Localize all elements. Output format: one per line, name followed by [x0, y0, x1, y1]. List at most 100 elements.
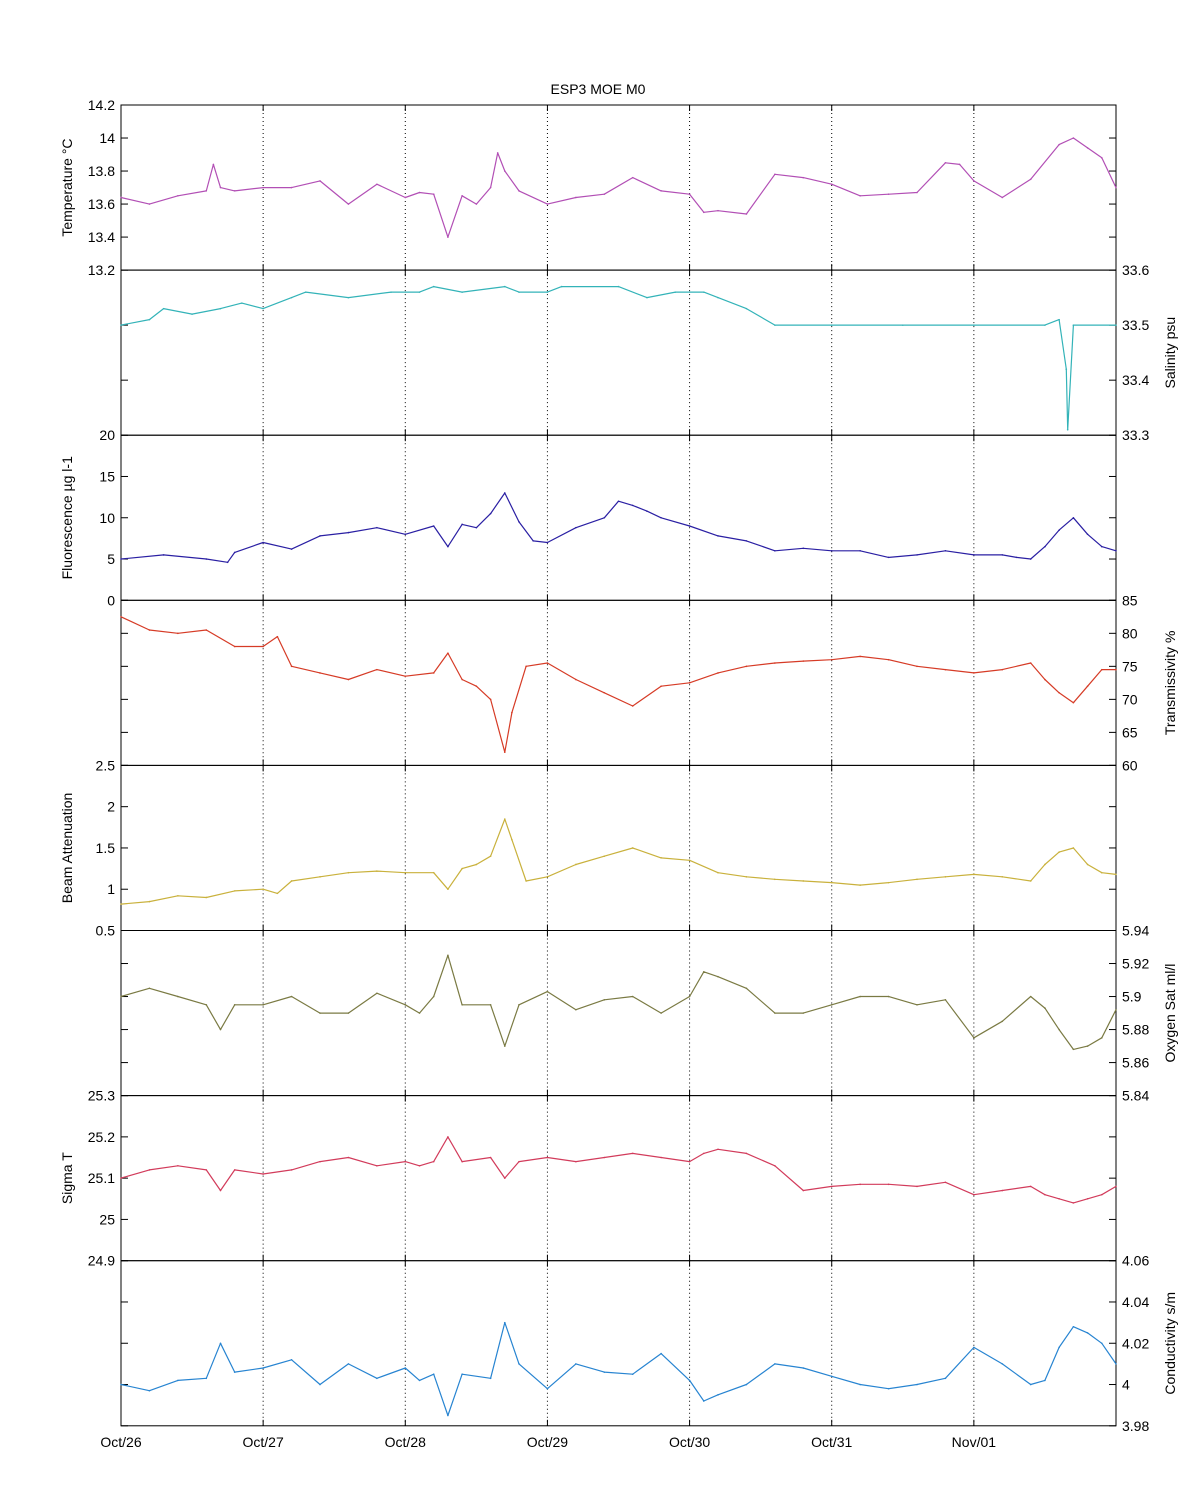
data-point — [461, 678, 463, 681]
data-point — [262, 645, 264, 648]
y-tick-label: 20 — [99, 427, 115, 443]
y-tick-label: 3.98 — [1122, 1418, 1149, 1434]
data-point — [404, 1003, 407, 1006]
data-point — [233, 1371, 236, 1373]
data-point — [418, 191, 421, 194]
data-point — [120, 1383, 122, 1386]
data-point — [702, 1152, 705, 1155]
data-point — [1072, 1048, 1075, 1051]
data-point — [774, 878, 776, 881]
y-tick-label: 4.06 — [1122, 1253, 1149, 1269]
data-point — [973, 672, 975, 674]
data-point — [774, 324, 776, 326]
data-point — [447, 888, 449, 891]
panel-1: 33.3 33.4 33.5 33.6 Salinity psu — [120, 262, 1178, 443]
data-point — [1015, 556, 1018, 559]
data-point — [290, 296, 293, 299]
data-point — [177, 1164, 179, 1167]
data-point — [1086, 1197, 1089, 1200]
y-tick-label: 85 — [1122, 592, 1138, 608]
data-point — [973, 1037, 975, 1039]
data-point — [660, 1352, 662, 1355]
data-point — [461, 867, 463, 870]
data-point — [916, 878, 918, 881]
data-point — [916, 665, 918, 668]
data-point — [262, 1003, 264, 1006]
data-point — [120, 324, 122, 326]
data-point — [1029, 1383, 1032, 1386]
panel-3: 60 65 70 75 80 85 Transmissivity % — [120, 592, 1178, 773]
y-tick-label: 2 — [107, 799, 115, 815]
data-point — [603, 193, 606, 195]
data-point — [1001, 876, 1004, 878]
data-point — [219, 1189, 222, 1192]
data-point — [532, 540, 535, 542]
data-point — [475, 685, 478, 687]
data-point — [1058, 529, 1060, 531]
data-point — [646, 510, 648, 512]
data-point — [674, 291, 677, 293]
data-point — [1100, 1342, 1103, 1345]
data-point — [887, 1183, 890, 1186]
data-point — [717, 871, 719, 874]
data-point — [418, 1164, 421, 1167]
data-point — [603, 691, 606, 694]
data-point — [1029, 880, 1032, 882]
data-point — [802, 1367, 805, 1369]
data-point — [461, 1003, 463, 1006]
data-point — [262, 186, 264, 189]
data-point — [432, 995, 435, 998]
data-point — [447, 1414, 449, 1417]
data-point — [745, 213, 748, 215]
y-tick-label: 60 — [1122, 757, 1138, 773]
x-tick-label: Oct/31 — [811, 1434, 852, 1450]
data-point — [503, 818, 506, 820]
data-point — [404, 1367, 407, 1369]
y-tick-label: 13.4 — [88, 229, 115, 245]
data-point — [702, 291, 705, 293]
data-point — [1058, 1028, 1060, 1031]
data-point — [830, 1185, 833, 1188]
data-point — [319, 1012, 321, 1014]
data-point — [148, 1169, 151, 1171]
panel-frame — [120, 269, 1117, 436]
data-point — [376, 183, 378, 186]
data-point — [702, 1400, 705, 1402]
data-point — [575, 678, 577, 681]
data-point — [745, 665, 748, 668]
y-tick-label: 80 — [1122, 625, 1138, 641]
data-point — [1001, 554, 1004, 556]
data-point — [631, 847, 634, 849]
y-tick-label: 5.92 — [1122, 956, 1149, 972]
data-point — [916, 1185, 918, 1188]
data-point — [191, 313, 193, 315]
data-point — [973, 873, 975, 876]
data-point — [1044, 863, 1046, 866]
y-axis-label: Oxygen Sat ml/l — [1162, 964, 1178, 1063]
data-point — [511, 711, 513, 714]
data-point — [1072, 847, 1075, 849]
data-point — [617, 500, 620, 503]
data-point — [830, 658, 833, 661]
data-point — [1100, 157, 1103, 159]
y-axis-label: Salinity psu — [1162, 317, 1178, 389]
y-tick-label: 5.86 — [1122, 1055, 1149, 1071]
data-point — [525, 665, 527, 668]
data-point — [347, 531, 350, 534]
panel-4: 0.5 1 1.5 2 2.5 Beam Attenuation — [59, 757, 1117, 939]
data-point — [575, 863, 577, 866]
data-point — [802, 880, 805, 882]
data-point — [702, 970, 705, 973]
data-point — [1044, 324, 1046, 326]
data-point — [646, 296, 648, 299]
data-point — [376, 870, 378, 872]
data-point — [376, 1164, 378, 1167]
data-point — [859, 655, 861, 658]
data-point — [1001, 1020, 1004, 1023]
data-point — [205, 629, 208, 631]
data-point — [475, 526, 478, 529]
data-point — [148, 203, 151, 205]
y-tick-label: 5 — [107, 551, 115, 567]
data-point — [390, 291, 392, 293]
